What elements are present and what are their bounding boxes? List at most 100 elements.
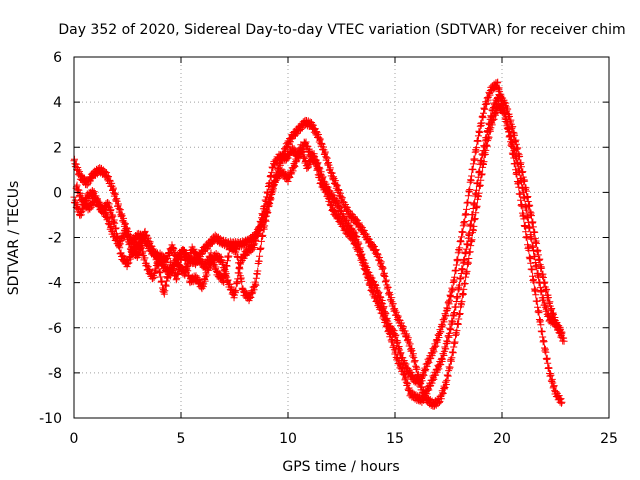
data-point — [116, 244, 124, 252]
data-point — [456, 309, 464, 317]
x-tick-label: 15 — [386, 431, 404, 447]
y-tick-label: 2 — [53, 140, 62, 156]
y-tick-label: -2 — [48, 231, 62, 247]
data-point — [526, 202, 534, 210]
data-point — [220, 279, 228, 287]
data-point — [266, 199, 274, 207]
data-point — [528, 212, 536, 220]
data-point — [538, 264, 546, 272]
data-point — [463, 205, 471, 213]
y-axis-label: SDTVAR / TECUs — [6, 181, 22, 296]
data-point — [252, 281, 260, 289]
data-point — [114, 234, 122, 242]
data-point — [256, 252, 264, 260]
data-point — [468, 172, 476, 180]
data-point — [483, 134, 491, 142]
data-point — [446, 363, 454, 371]
data-point — [259, 211, 267, 219]
data-point — [540, 338, 548, 346]
data-point — [478, 156, 486, 164]
chart-title: Day 352 of 2020, Sidereal Day-to-day VTE… — [58, 22, 625, 38]
data-point — [461, 218, 469, 226]
data-point — [532, 291, 540, 299]
x-tick-label: 0 — [70, 431, 79, 447]
data-point — [472, 186, 480, 194]
x-tick-labels: 0 5 10 15 20 25 — [70, 431, 618, 447]
data-point — [537, 321, 545, 329]
data-point — [488, 112, 496, 120]
data-point — [523, 206, 531, 214]
data-point — [238, 277, 246, 285]
data-point — [527, 259, 535, 267]
data-point — [459, 228, 467, 236]
data-point — [466, 229, 474, 237]
data-point — [533, 239, 541, 247]
data-point — [314, 165, 322, 173]
data-point — [522, 187, 530, 195]
data-point — [468, 236, 476, 244]
data-point — [233, 246, 241, 254]
data-point — [454, 293, 462, 301]
series-track-c — [72, 90, 568, 406]
axis-ticks — [73, 56, 610, 419]
data-point — [464, 241, 472, 249]
data-point — [521, 177, 529, 185]
y-tick-label: 0 — [53, 185, 62, 201]
data-point — [466, 248, 474, 256]
data-point — [476, 128, 484, 136]
data-point — [379, 264, 387, 272]
data-point — [542, 348, 550, 356]
data-point — [533, 297, 541, 305]
data-point — [473, 144, 481, 152]
data-point — [531, 252, 539, 260]
data-point — [494, 78, 502, 86]
data-point — [528, 235, 536, 243]
data-point — [538, 288, 546, 296]
data-point — [449, 317, 457, 325]
x-tick-label: 25 — [600, 431, 618, 447]
x-axis-label: GPS time / hours — [282, 459, 399, 475]
data-point — [516, 190, 524, 198]
data-point — [456, 281, 464, 289]
data-point — [225, 252, 233, 260]
data-point — [530, 278, 538, 286]
data-point — [180, 247, 188, 255]
y-tick-label: 4 — [53, 95, 62, 111]
x-tick-label: 20 — [493, 431, 511, 447]
y-tick-label: -8 — [48, 366, 62, 382]
x-tick-label: 5 — [177, 431, 186, 447]
y-tick-label: 6 — [53, 50, 62, 66]
data-point — [461, 279, 469, 287]
data-point — [511, 131, 519, 139]
data-point — [264, 208, 272, 216]
y-tick-label: -6 — [48, 321, 62, 337]
data-point — [459, 265, 467, 273]
data-point — [453, 327, 461, 335]
data-point — [465, 255, 473, 263]
data-point — [454, 255, 462, 263]
data-point — [516, 153, 524, 161]
data-point — [451, 273, 459, 281]
data-point — [478, 119, 486, 127]
data-point — [474, 179, 482, 187]
y-tick-label: -4 — [48, 276, 62, 292]
data-point — [558, 398, 566, 406]
data-point — [413, 365, 421, 373]
data-point — [526, 224, 534, 232]
data-point — [236, 265, 244, 273]
data-point — [531, 228, 539, 236]
data-point — [471, 155, 479, 163]
data-point — [518, 202, 526, 210]
data-points — [70, 78, 568, 410]
data-point — [456, 244, 464, 252]
grid-lines — [74, 57, 609, 418]
data-point — [476, 167, 484, 175]
data-point — [528, 266, 536, 274]
data-point — [466, 185, 474, 193]
data-point — [469, 211, 477, 219]
data-point — [232, 286, 240, 294]
data-point — [259, 231, 267, 239]
data-point — [222, 268, 230, 276]
